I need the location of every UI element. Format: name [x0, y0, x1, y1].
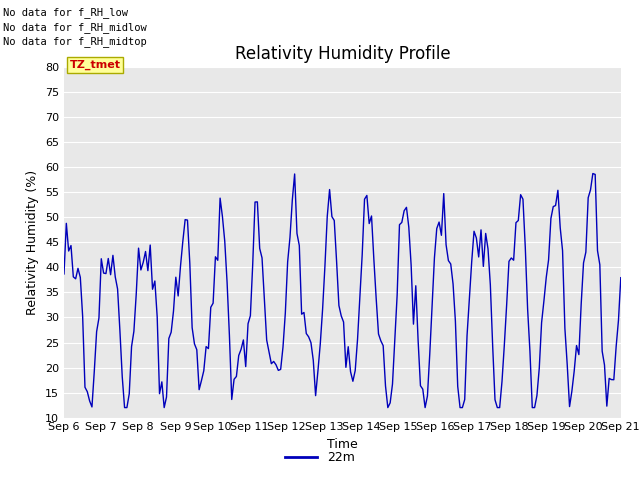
- Text: TZ_tmet: TZ_tmet: [70, 60, 120, 71]
- Y-axis label: Relativity Humidity (%): Relativity Humidity (%): [26, 170, 40, 315]
- Legend: 22m: 22m: [280, 446, 360, 469]
- Title: Relativity Humidity Profile: Relativity Humidity Profile: [235, 45, 450, 63]
- Text: No data for f_RH_low: No data for f_RH_low: [3, 7, 128, 18]
- X-axis label: Time: Time: [327, 438, 358, 451]
- Text: No data for f_RH_midtop: No data for f_RH_midtop: [3, 36, 147, 47]
- Text: No data for f_RH_midlow: No data for f_RH_midlow: [3, 22, 147, 33]
